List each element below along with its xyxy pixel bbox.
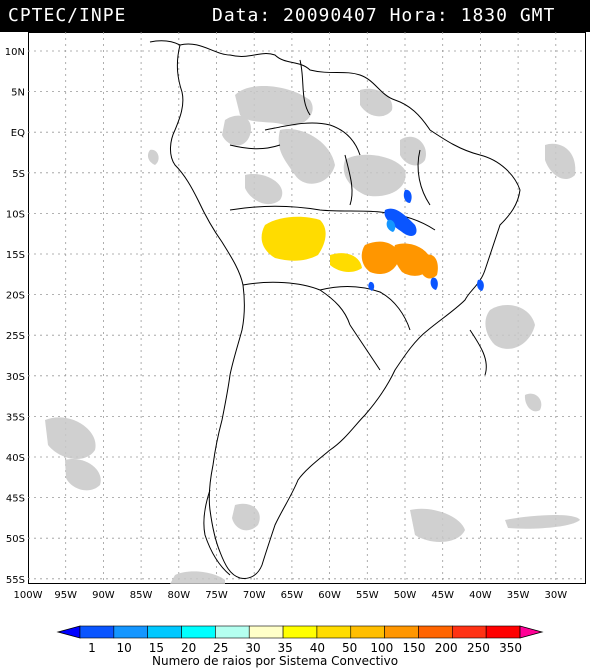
legend-swatch [384,625,419,639]
legend-value: 20 [181,641,196,655]
latitude-label: 55S [6,575,25,586]
longitude-label: 40W [469,590,492,601]
cluster-blue-north [384,208,417,236]
longitude-labels: 100W 95W 90W 85W 80W 75W 70W 65W 60W 55W 50W 45W 40W… [14,590,568,601]
latitude-label: 10S [6,209,25,220]
longitude-label: 45W [431,590,454,601]
legend-value: 200 [435,641,458,655]
color-legend-bar [56,625,544,639]
legend-swatch [181,625,216,639]
latitude-label: EQ [11,128,25,139]
longitude-label: 75W [205,590,228,601]
legend-value: 35 [278,641,293,655]
latitude-label: 15S [6,250,25,261]
latitude-label: 25S [6,331,25,342]
cloud-cover [45,85,580,584]
legend-swatch [316,625,352,639]
timezone: GMT [519,5,556,26]
longitude-label: 90W [92,590,115,601]
cluster-blue-northeast [403,189,412,203]
hour-value: 1830 [460,5,508,26]
longitude-label: 80W [167,590,190,601]
legend-swatch [113,625,148,639]
latitude-label: 30S [6,372,25,383]
cluster-blue-northwest [386,219,396,232]
legend-value: 25 [213,641,228,655]
longitude-label: 95W [54,590,77,601]
longitude-label: 30W [544,590,567,601]
lightning-clusters [261,189,484,291]
legend-value: 10 [117,641,132,655]
legend-swatch [147,625,182,639]
header-timestamp: Data: 20090407 Hora: 1830 GMT [212,5,555,26]
continent-outline [149,40,521,579]
legend-swatch [282,625,318,639]
legend-swatch [485,625,521,639]
legend-value: 250 [467,641,490,655]
legend-value: 100 [370,641,393,655]
cluster-blue-east [477,279,484,291]
latitude-label: 5N [11,88,25,99]
map-frame [28,32,586,584]
longitude-label: 55W [356,590,379,601]
legend-swatch [418,625,453,639]
cluster-orange-a [361,241,400,275]
cluster-yellow-central [330,253,362,272]
legend-swatch [79,625,115,639]
legend-value: 50 [342,641,357,655]
latitude-label: 50S [6,534,25,545]
longitude-label: 85W [130,590,153,601]
legend-swatch [248,625,284,639]
date-label: Data: [212,5,272,26]
legend-value: 150 [403,641,426,655]
legend-value: 1 [88,641,96,655]
legend-arrow-left [56,625,81,639]
latitude-label: 10N [5,47,25,58]
legend-values: 1 10 15 20 25 30 35 40 50 100 150 200 250 350 [88,641,522,655]
legend-swatch [452,625,487,639]
cluster-blue-south-b [368,281,375,291]
latitude-label: 20S [6,291,25,302]
latitude-label: 40S [6,453,25,464]
longitude-label: 35W [507,590,530,601]
legend-value: 30 [245,641,260,655]
header-title: CPTEC/INPE [8,5,127,26]
longitude-label: 70W [243,590,266,601]
latitude-label: 45S [6,494,25,505]
latitude-label: 5S [12,169,25,180]
legend-caption: Numero de raios por Sistema Convectivo [152,654,399,668]
date-value: 20090407 [283,5,378,26]
longitude-label: 60W [318,590,341,601]
legend-value: 15 [149,641,164,655]
legend-arrow-right [519,625,544,639]
legend-value: 350 [499,641,522,655]
header-bar: CPTEC/INPE Data: 20090407 Hora: 1830 GMT [0,0,590,32]
legend-swatch [350,625,385,639]
cluster-orange-c [420,254,438,279]
latitude-label: 35S [6,412,25,423]
legend-swatch [215,625,250,639]
hour-label: Hora: [389,5,449,26]
latitude-labels: 10N 5N EQ 5S 10S 15S 20S 25S 30S 35S 40S 45S 50S 55S [5,47,25,586]
cluster-blue-south-a [430,277,438,290]
cluster-yellow-west [261,216,326,261]
legend-value: 40 [310,641,325,655]
longitude-label: 65W [281,590,304,601]
longitude-label: 100W [14,590,43,601]
longitude-label: 50W [394,590,417,601]
